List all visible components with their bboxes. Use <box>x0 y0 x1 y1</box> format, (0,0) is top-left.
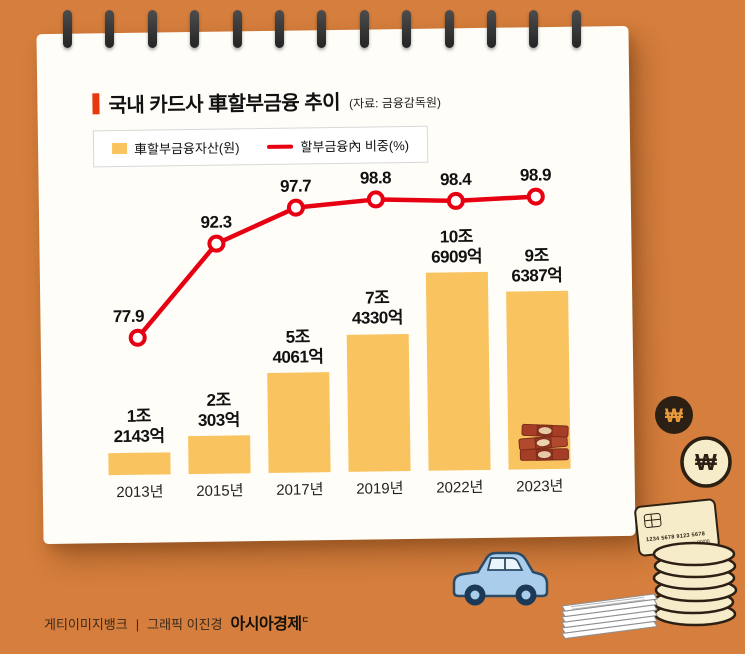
bar <box>425 272 491 471</box>
chart-column: 10조 6909억 2022년 <box>415 158 500 503</box>
car-icon <box>452 551 549 606</box>
legend-line-label: 할부금융內 비중(%) <box>300 137 410 155</box>
data-source: (자료: 금융감독원) <box>348 95 442 111</box>
won-symbol: ₩ <box>695 449 717 475</box>
x-axis-label: 2019년 <box>356 479 404 498</box>
brand-mark: ㄷ <box>301 615 309 625</box>
chart-title: 국내 카드사 車할부금융 추이 <box>108 91 341 118</box>
bar-value-label: 1조 2143억 <box>113 407 165 447</box>
won-symbol: ₩ <box>665 406 683 427</box>
brand-logo: 아시아경제ㄷ <box>231 610 309 634</box>
title-block: 국내 카드사 車할부금융 추이 (자료: 금융감독원) <box>92 85 441 119</box>
binder-clip <box>529 10 539 48</box>
notebook-page: 국내 카드사 車할부금융 추이 (자료: 금융감독원) 車할부금융자산(원) 할… <box>36 25 636 545</box>
title-accent-bar <box>92 93 100 115</box>
binder-clip <box>190 10 200 48</box>
banknote-stack-icon <box>518 423 569 461</box>
bar-value-label: 10조 6909억 <box>431 227 483 267</box>
won-coin-cream-icon: ₩ <box>680 436 732 488</box>
bar <box>267 372 331 473</box>
image-credit: 게티이미지뱅크 <box>44 617 128 632</box>
binder-clip <box>147 10 157 48</box>
footer-credits: 게티이미지뱅크 | 그래픽 이진경 아시아경제ㄷ <box>44 610 309 634</box>
bar-value-label: 5조 4061억 <box>272 327 324 367</box>
x-axis-label: 2023년 <box>516 477 564 496</box>
won-coin-dark-icon: ₩ <box>655 396 693 434</box>
paper-stack-icon <box>561 593 658 640</box>
bar <box>108 451 171 476</box>
binder-clip <box>63 10 72 48</box>
legend-item-line: 할부금융內 비중(%) <box>267 135 409 156</box>
chart-column: 1조 2143억 2013년 <box>95 162 180 507</box>
binder-clip <box>487 10 496 48</box>
brand-text: 아시아경제 <box>230 616 303 633</box>
binder-clip <box>232 10 242 48</box>
bar <box>188 435 251 475</box>
footer-divider: | <box>135 617 140 632</box>
x-axis-label: 2022년 <box>436 478 484 497</box>
chart-column: 5조 4061억 2017년 <box>255 160 340 505</box>
x-axis-label: 2013년 <box>116 482 164 501</box>
chart-column: 7조 4330억 2019년 <box>335 159 420 504</box>
binder-clip <box>275 10 284 48</box>
card-chip <box>643 512 662 529</box>
binder-clip <box>317 10 327 48</box>
bar-swatch <box>111 142 128 155</box>
graphic-credit: 그래픽 이진경 <box>147 617 223 632</box>
legend-bar-label: 車할부금융자산(원) <box>133 140 240 157</box>
coin-stack-icon <box>651 541 738 627</box>
legend-item-bar: 車할부금융자산(원) <box>111 137 240 158</box>
line-swatch <box>267 144 294 149</box>
x-axis-label: 2017년 <box>276 480 324 499</box>
bar-value-label: 2조 303억 <box>197 390 241 431</box>
binder-clip <box>105 10 115 48</box>
binder-clip <box>444 10 454 48</box>
bar-value-label: 7조 4330억 <box>351 288 404 329</box>
binder-clip <box>571 10 581 48</box>
bar-series: 1조 2143억 2013년 2조 303억 2015년 5조 4061억 2017년 7조 433… <box>95 157 580 508</box>
bar-value-label: 9조 6387억 <box>511 245 563 286</box>
bar <box>346 333 411 472</box>
chart-column: 2조 303억 2015년 <box>175 161 260 506</box>
binder-clip <box>402 10 412 48</box>
x-axis-label: 2015년 <box>196 481 244 500</box>
binder-clip <box>359 10 369 48</box>
combo-chart: 1조 2143억 2013년 2조 303억 2015년 5조 4061억 2017년 7조 433… <box>95 157 580 508</box>
